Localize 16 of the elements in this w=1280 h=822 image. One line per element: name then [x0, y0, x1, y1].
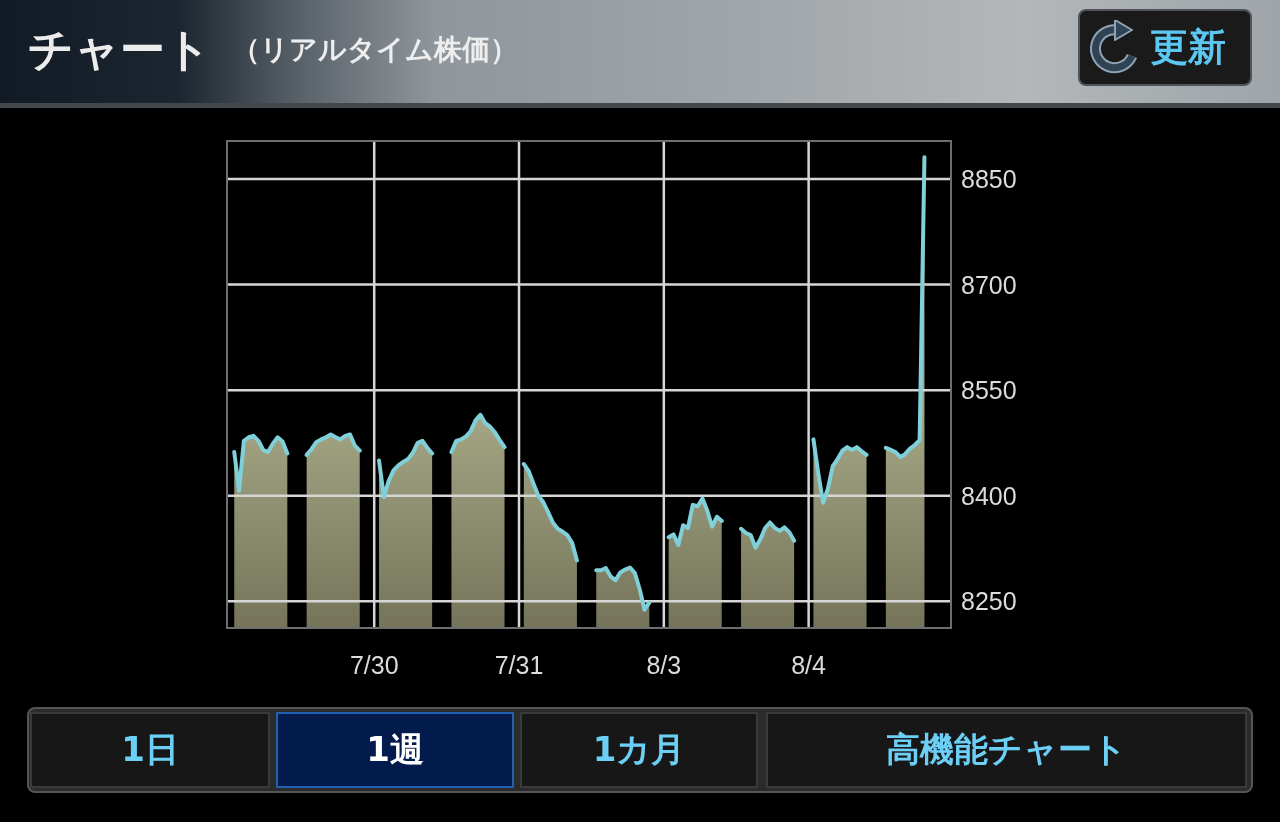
y-tick-label: 8400	[961, 481, 1017, 510]
tab-selected: 1週	[276, 712, 514, 788]
tab: 1カ月	[520, 712, 758, 788]
x-tick-label: 7/31	[494, 651, 544, 679]
x-tick-label: 7/30	[349, 651, 399, 679]
y-tick-label: 8850	[961, 165, 1017, 193]
chart-subtitle: （リアルタイム株価）	[232, 32, 518, 68]
x-tick-label: 8/3	[646, 651, 682, 679]
y-tick-label: 8700	[961, 270, 1017, 299]
tab: 高機能チャート	[766, 712, 1247, 788]
x-tick-label: 8/4	[791, 651, 827, 679]
chart-title: チャート	[28, 22, 211, 78]
tab: 1日	[30, 712, 270, 788]
refresh-button: 更新	[1078, 9, 1252, 86]
y-tick-label: 8250	[961, 587, 1017, 616]
y-tick-label: 8550	[961, 376, 1017, 405]
